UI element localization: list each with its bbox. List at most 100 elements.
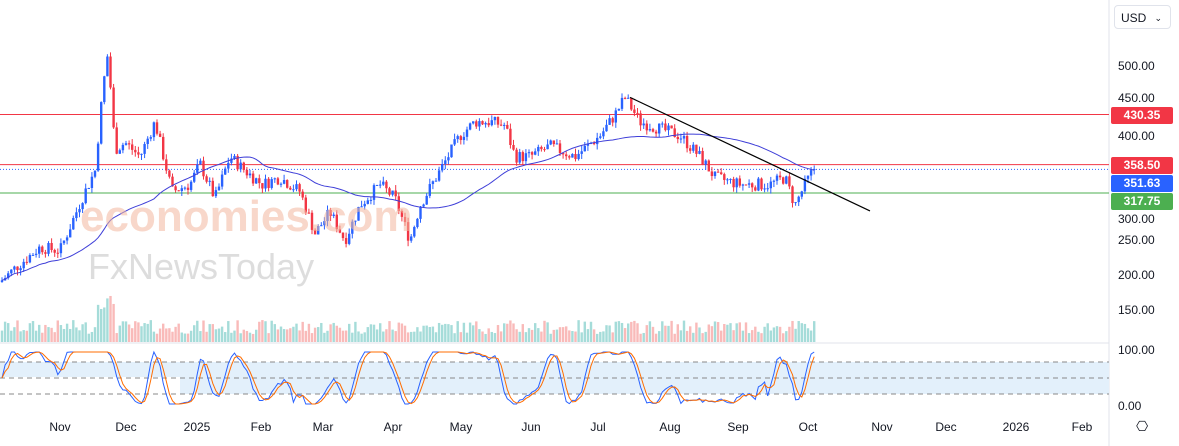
candle-body <box>341 232 345 239</box>
volume-bar <box>372 324 376 342</box>
candle-body <box>286 180 289 188</box>
candle-body <box>307 212 311 214</box>
volume-bar <box>431 326 435 342</box>
candle-body <box>633 109 636 113</box>
candle-body <box>28 255 32 263</box>
candle-body <box>217 186 221 191</box>
candle-body <box>729 178 732 180</box>
candle-body <box>391 190 394 195</box>
x-axis-tick: Mar <box>312 420 334 434</box>
volume-bar <box>515 329 518 342</box>
candle-body <box>47 242 50 254</box>
candle-body <box>131 144 134 150</box>
candle-body <box>596 137 599 145</box>
volume-bar <box>332 322 335 342</box>
candle-body <box>760 178 763 190</box>
volume-bar <box>106 298 109 342</box>
candle-body <box>738 178 741 186</box>
candle-body <box>50 242 53 251</box>
volume-bar <box>338 327 342 342</box>
candle-body <box>351 221 354 234</box>
volume-bar <box>713 321 717 342</box>
candle-body <box>769 181 772 189</box>
x-axis-tick: Jun <box>521 420 541 434</box>
candle-body <box>140 153 143 155</box>
candle-body <box>121 144 125 151</box>
volume-bar <box>397 322 400 342</box>
candle-body <box>462 136 466 141</box>
volume-bar <box>245 330 249 342</box>
volume-bar <box>620 322 624 342</box>
candle-body <box>298 184 301 192</box>
volume-bar <box>670 320 673 342</box>
volume-bar <box>292 326 295 342</box>
volume-bar <box>636 323 639 342</box>
watermark-fxnewstoday: FxNewsToday <box>88 246 315 287</box>
x-axis-tick: Sep <box>727 420 749 434</box>
volume-bar <box>667 325 670 342</box>
candle-body <box>778 175 782 178</box>
candle-body <box>478 121 481 127</box>
candle-body <box>735 178 738 188</box>
candle-body <box>673 128 676 138</box>
candle-body <box>180 188 183 191</box>
candle-body <box>38 246 41 254</box>
candle-body <box>658 123 661 134</box>
candle-body <box>44 252 47 254</box>
candle-body <box>332 214 335 216</box>
candle-body <box>224 168 227 175</box>
volume-bar <box>534 323 537 342</box>
candle-body <box>472 121 475 124</box>
candle-body <box>701 150 704 165</box>
candle-body <box>437 170 441 181</box>
candle-body <box>174 186 177 191</box>
candle-body <box>667 125 670 131</box>
volume-bar <box>788 326 791 342</box>
candle-body <box>388 188 391 195</box>
volume-bar <box>521 324 524 342</box>
candle-body <box>524 153 528 162</box>
candle-body <box>13 266 16 270</box>
candle-body <box>580 151 583 154</box>
volume-bar <box>462 322 466 342</box>
y-axis-tick: 400.00 <box>1118 128 1155 143</box>
volume-bar <box>599 331 602 342</box>
currency-selector[interactable]: USD ⌄ <box>1114 5 1171 29</box>
candle-body <box>785 176 788 184</box>
volume-bar <box>797 321 800 342</box>
volume-bar <box>168 328 171 342</box>
volume-bar <box>307 323 311 342</box>
volume-bar <box>574 331 577 342</box>
candle-body <box>208 180 211 182</box>
moving-average-line <box>1 133 815 281</box>
candle-body <box>574 154 577 160</box>
candle-body <box>279 183 283 185</box>
volume-bar <box>447 324 450 342</box>
stoch-k-line <box>1 350 815 405</box>
candle-body <box>639 113 642 126</box>
volume-bar <box>149 320 152 342</box>
candle-body <box>549 140 552 145</box>
volume-bar <box>400 323 404 342</box>
volume-bar <box>602 331 605 342</box>
volume-bar <box>459 332 462 342</box>
candle-body <box>543 149 546 151</box>
candle-body <box>72 218 75 230</box>
settings-icon[interactable]: ⎔ <box>1136 418 1149 434</box>
volume-bar <box>25 330 28 342</box>
candle-body <box>255 178 258 184</box>
x-axis-tick: Dec <box>935 420 957 434</box>
candle-body <box>211 180 214 197</box>
candle-body <box>720 172 723 175</box>
volume-bar <box>614 321 617 342</box>
candle-body <box>146 138 149 145</box>
volume-bar <box>162 323 165 342</box>
volume-bar <box>56 320 59 342</box>
volume-bar <box>354 321 357 342</box>
volume-bar <box>59 325 63 342</box>
y-axis-tick: 200.00 <box>1118 268 1155 283</box>
candle-body <box>732 178 735 188</box>
volume-bar <box>53 332 56 342</box>
